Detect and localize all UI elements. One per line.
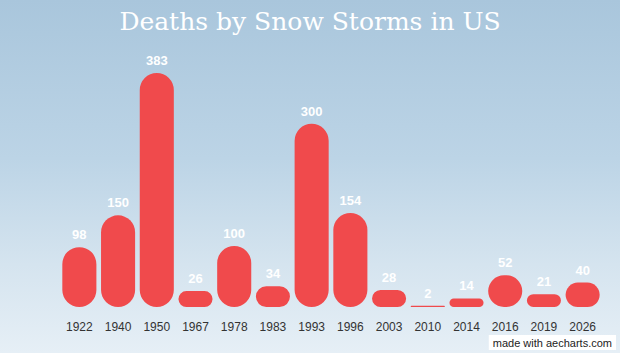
svg-text:150: 150 <box>107 195 129 210</box>
svg-text:98: 98 <box>72 227 86 242</box>
svg-text:28: 28 <box>382 270 396 285</box>
svg-text:1993: 1993 <box>298 320 325 334</box>
svg-text:2016: 2016 <box>492 320 519 334</box>
svg-text:2003: 2003 <box>376 320 403 334</box>
svg-text:154: 154 <box>340 193 362 208</box>
svg-text:21: 21 <box>537 274 551 289</box>
svg-text:1950: 1950 <box>143 320 170 334</box>
svg-text:1967: 1967 <box>182 320 209 334</box>
svg-text:1978: 1978 <box>221 320 248 334</box>
svg-text:14: 14 <box>459 278 474 293</box>
svg-text:383: 383 <box>146 53 168 68</box>
svg-text:300: 300 <box>301 104 323 119</box>
svg-text:2019: 2019 <box>531 320 558 334</box>
svg-text:2: 2 <box>424 286 431 301</box>
svg-text:2010: 2010 <box>414 320 441 334</box>
svg-text:1922: 1922 <box>66 320 93 334</box>
svg-text:1996: 1996 <box>337 320 364 334</box>
svg-text:34: 34 <box>266 266 281 281</box>
svg-text:1940: 1940 <box>105 320 132 334</box>
svg-text:1983: 1983 <box>260 320 287 334</box>
svg-text:Deaths by Snow Storms in US: Deaths by Snow Storms in US <box>119 7 500 36</box>
svg-text:2014: 2014 <box>453 320 480 334</box>
svg-text:100: 100 <box>223 226 245 241</box>
svg-text:2026: 2026 <box>569 320 596 334</box>
svg-text:made with aecharts.com: made with aecharts.com <box>493 337 612 349</box>
svg-text:52: 52 <box>498 255 512 270</box>
svg-text:26: 26 <box>188 271 202 286</box>
svg-text:40: 40 <box>575 263 589 278</box>
